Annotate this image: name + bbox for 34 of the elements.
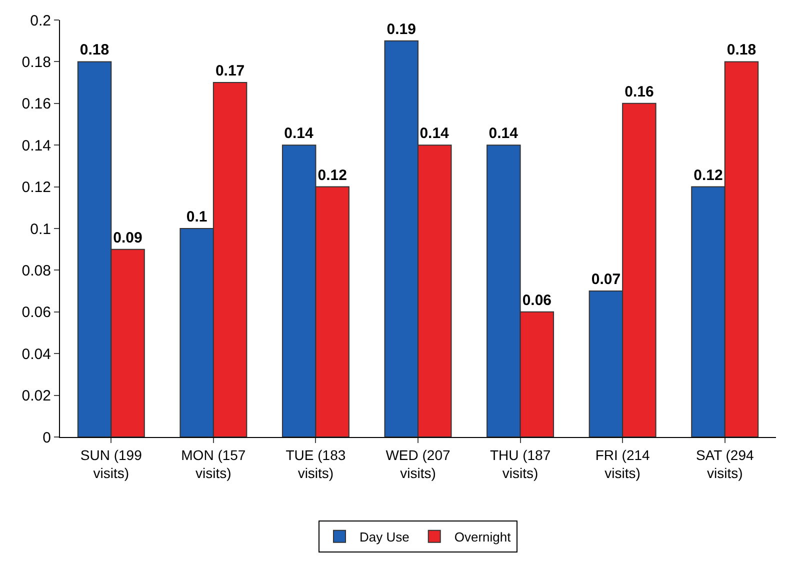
data-label: 0.16 (624, 83, 654, 100)
x-tick-label: MON (157 visits) (181, 446, 246, 481)
data-label: 0.14 (420, 125, 450, 142)
x-tick-label: SAT (294 visits) (696, 446, 754, 481)
y-tick-label: 0 (42, 429, 51, 446)
y-tick-label: 0.18 (22, 54, 51, 71)
legend-label: Overnight (454, 529, 512, 544)
data-label: 0.07 (591, 271, 621, 288)
y-tick-label: 0.06 (22, 304, 51, 322)
x-tick-label: THU (187 visits) (490, 446, 551, 481)
y-tick-label: 0.08 (22, 262, 51, 280)
x-tick-label: WED (207 visits) (386, 446, 450, 481)
data-label: 0.18 (726, 42, 756, 59)
y-tick-label: 0.02 (22, 388, 51, 405)
y-tick-label: 0.12 (22, 179, 51, 196)
y-tick-label: 0.16 (22, 96, 51, 113)
y-tick-label: 0.1 (30, 220, 51, 238)
data-label: 0.06 (522, 292, 552, 309)
data-label: 0.19 (386, 20, 416, 38)
data-label: 0.09 (113, 229, 142, 246)
data-label: 0.17 (215, 62, 245, 80)
data-label: 0.12 (694, 166, 723, 184)
y-tick-label: 0.2 (30, 12, 51, 30)
data-label: 0.14 (488, 125, 519, 142)
legend-label: Day Use (360, 529, 410, 544)
data-label: 0.1 (186, 208, 208, 226)
data-label: 0.14 (284, 125, 314, 142)
x-tick-label: TUE (183 visits) (286, 446, 346, 481)
data-label: 0.18 (80, 42, 110, 59)
data-label: 0.12 (318, 166, 347, 184)
x-tick-label: FRI (214 visits) (595, 446, 650, 481)
y-tick-label: 0.04 (22, 346, 51, 363)
y-tick-label: 0.14 (22, 137, 51, 154)
x-tick-label: SUN (199 visits) (80, 446, 142, 481)
